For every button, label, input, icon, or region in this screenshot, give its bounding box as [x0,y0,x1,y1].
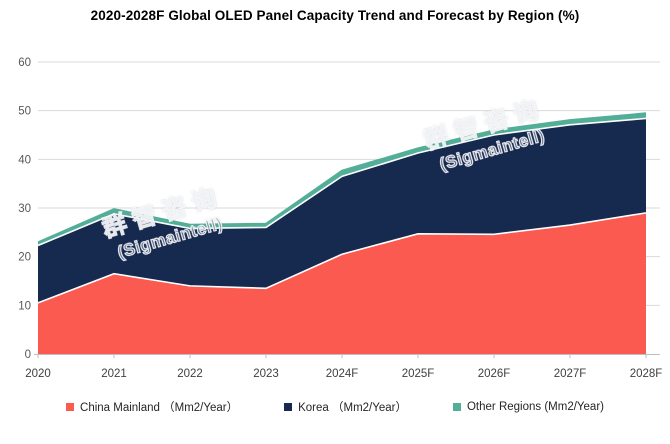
legend-item-korea: Korea （Mm2/Year） [284,399,407,415]
y-tick-label-30: 30 [18,203,31,215]
y-tick-label-40: 40 [18,154,31,166]
legend-label-korea: Korea （Mm2/Year） [298,402,407,414]
boundary-line-china-mainland [37,212,647,304]
topline-other-regions [37,112,647,243]
area-china-mainland [38,212,646,354]
y-tick-label-0: 0 [25,349,31,361]
legend-item-other-regions: Other Regions (Mm2/Year) [452,401,604,413]
y-tick-label-50: 50 [18,106,31,118]
y-tick-label-20: 20 [18,252,31,264]
legend-marker-korea [284,403,293,411]
x-tick-label-2022: 2022 [177,368,203,380]
x-tick-label-2027F: 2027F [554,368,587,380]
x-tick-label-2026F: 2026F [478,368,511,380]
chart-legend: China Mainland （Mm2/Year） Korea （Mm2/Yea… [0,399,670,415]
area-korea [38,118,646,303]
boundary-line-korea [37,117,647,247]
chart-title: 2020-2028F Global OLED Panel Capacity Tr… [90,8,580,23]
legend-marker-china-mainland [66,403,75,411]
x-tick-label-2024F: 2024F [326,368,359,380]
legend-item-china-mainland: China Mainland （Mm2/Year） [66,399,238,415]
legend-label-china-mainland: China Mainland （Mm2/Year） [80,402,239,414]
x-tick-label-2023: 2023 [253,368,279,380]
legend-label-other-regions: Other Regions (Mm2/Year) [466,401,604,413]
y-tick-label-10: 10 [18,300,31,312]
x-tick-label-2020: 2020 [25,368,51,380]
y-tick-label-60: 60 [18,57,31,69]
x-tick-label-2021: 2021 [101,368,127,380]
legend-marker-other-regions [452,403,461,411]
x-tick-label-2028F: 2028F [630,368,663,380]
x-tick-label-2025F: 2025F [402,368,435,380]
